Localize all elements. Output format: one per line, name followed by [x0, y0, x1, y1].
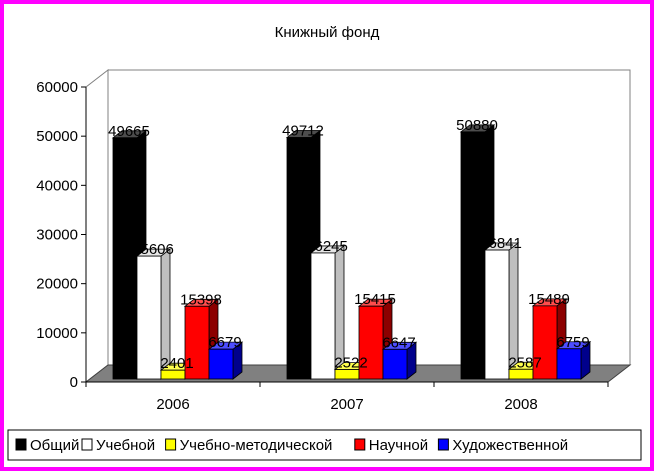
data-label: 49665: [108, 123, 150, 140]
y-axis: 0 10000 20000 30000 40000 50000 60000: [36, 79, 87, 391]
data-label: 2522: [334, 355, 367, 372]
bar: [460, 131, 486, 380]
legend-label: Учебной: [96, 437, 155, 454]
chart-title: Книжный фонд: [275, 24, 380, 41]
x-tick-label: 2006: [156, 396, 189, 413]
x-tick-label: 2007: [330, 396, 363, 413]
y-tick-label: 20000: [36, 276, 78, 293]
data-label: 6759: [556, 334, 589, 351]
bars: [111, 124, 592, 380]
legend-swatch: [165, 438, 177, 451]
x-axis: 2006 2007 2008: [85, 381, 609, 413]
legend-swatch: [15, 438, 27, 451]
y-tick-label: 60000: [36, 79, 78, 96]
bar: [184, 305, 210, 380]
data-label: 49712: [282, 123, 324, 140]
bar: [382, 348, 408, 380]
y-tick-label: 10000: [36, 325, 78, 342]
data-label: 26245: [306, 238, 348, 255]
data-label: 6679: [208, 334, 241, 351]
data-labels: 49665 25606 2401 15398 6679 49712 26245 2522 154…: [108, 117, 590, 372]
bar: [136, 255, 162, 380]
bar: [484, 249, 510, 380]
data-label: 50880: [456, 117, 498, 134]
legend-swatch: [437, 438, 449, 451]
data-label: 15398: [180, 291, 222, 308]
data-label: 15489: [528, 291, 570, 308]
y-tick-label: 0: [70, 374, 78, 391]
legend-label: Общий: [30, 437, 79, 454]
data-label: 26841: [480, 235, 522, 252]
y-tick-label: 30000: [36, 227, 78, 244]
bar-group-2008: [459, 124, 592, 380]
bar: [286, 137, 312, 380]
bar: [208, 348, 234, 380]
bar: [112, 137, 138, 380]
x-tick-label: 2008: [504, 396, 537, 413]
data-label: 2587: [508, 354, 541, 371]
data-label: 25606: [132, 241, 174, 258]
legend-swatch: [81, 438, 93, 451]
bar: [310, 252, 336, 380]
bar: [532, 305, 558, 380]
bar-group-2006: [111, 129, 244, 380]
bar: [556, 348, 582, 380]
bar: [358, 305, 384, 380]
y-tick-label: 40000: [36, 177, 78, 194]
legend-label: Научной: [369, 437, 428, 454]
y-tick-label: 50000: [36, 128, 78, 145]
legend-label: Учебно-методической: [180, 437, 333, 454]
data-label: 15415: [354, 291, 396, 308]
side-wall: [85, 68, 109, 384]
legend: Общий Учебной Учебно-методической Научной Ху…: [7, 429, 642, 461]
legend-label: Художественной: [452, 437, 568, 454]
legend-swatch: [354, 438, 366, 451]
bar-group-2007: [285, 129, 418, 380]
data-label: 2401: [160, 355, 193, 372]
legend-box: [7, 429, 642, 461]
data-label: 6647: [382, 334, 415, 351]
